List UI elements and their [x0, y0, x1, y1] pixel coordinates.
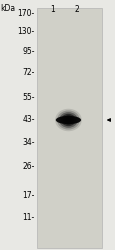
Ellipse shape	[63, 116, 73, 124]
Text: 55-: 55-	[22, 93, 34, 102]
Text: 17-: 17-	[22, 190, 34, 200]
Text: kDa: kDa	[0, 4, 15, 13]
Text: 130-: 130-	[17, 27, 34, 36]
Text: 72-: 72-	[22, 68, 34, 77]
Text: 1: 1	[50, 6, 55, 15]
Ellipse shape	[59, 112, 77, 128]
Ellipse shape	[57, 110, 79, 130]
Text: 2: 2	[74, 6, 78, 15]
Text: 11-: 11-	[22, 213, 34, 222]
Bar	[37, 8, 101, 248]
Ellipse shape	[55, 109, 81, 131]
Ellipse shape	[65, 117, 71, 123]
Text: 95-: 95-	[22, 47, 34, 56]
Ellipse shape	[55, 116, 80, 124]
Text: 170-: 170-	[17, 9, 34, 18]
Ellipse shape	[61, 114, 75, 126]
Text: 26-: 26-	[22, 162, 34, 171]
Text: 43-: 43-	[22, 116, 34, 124]
Text: 34-: 34-	[22, 138, 34, 147]
